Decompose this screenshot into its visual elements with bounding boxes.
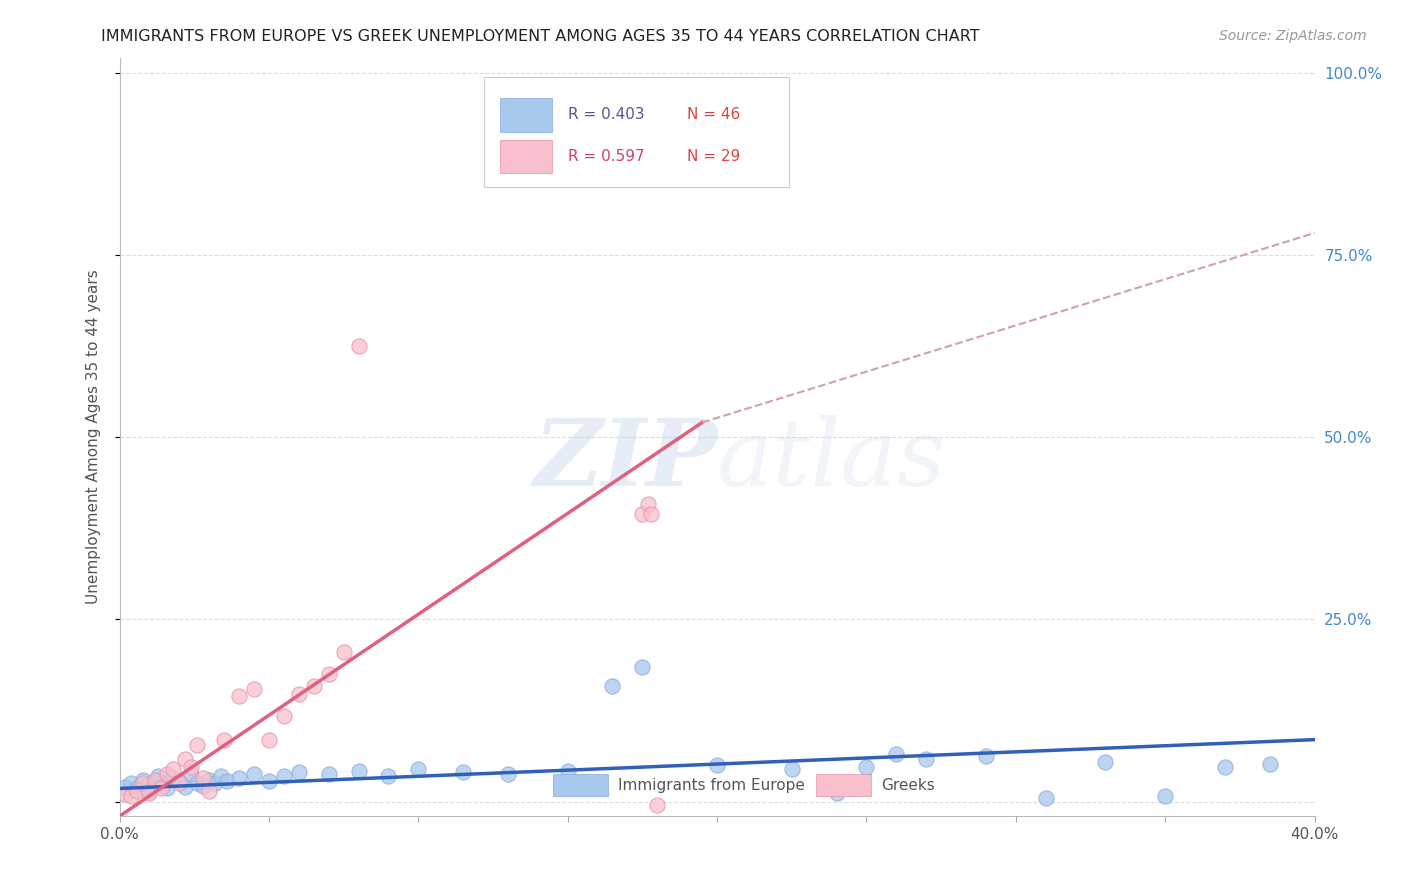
Point xyxy=(332,645,354,659)
Point xyxy=(273,708,295,723)
Point xyxy=(273,769,295,783)
Point xyxy=(1258,756,1281,771)
FancyBboxPatch shape xyxy=(499,140,553,173)
Point xyxy=(186,738,208,752)
Point xyxy=(209,769,232,783)
Point xyxy=(132,776,155,790)
Point xyxy=(114,787,136,801)
Point xyxy=(1094,755,1116,769)
Point xyxy=(138,786,160,800)
Point xyxy=(640,507,662,521)
Point xyxy=(191,779,215,793)
Text: N = 46: N = 46 xyxy=(688,107,741,122)
Point xyxy=(162,771,184,786)
Point xyxy=(557,764,579,778)
Point xyxy=(114,780,136,794)
Text: Immigrants from Europe: Immigrants from Europe xyxy=(617,778,804,793)
FancyBboxPatch shape xyxy=(484,77,789,186)
Point xyxy=(156,781,179,796)
Point xyxy=(121,776,143,790)
Text: R = 0.597: R = 0.597 xyxy=(568,149,644,164)
Point xyxy=(637,497,659,511)
Point xyxy=(204,776,226,790)
Point xyxy=(145,772,166,787)
Point xyxy=(855,759,877,773)
Point xyxy=(347,764,370,778)
Point xyxy=(1154,789,1177,803)
Point xyxy=(138,783,160,797)
Point xyxy=(886,747,908,762)
Point xyxy=(217,774,239,789)
Point xyxy=(127,783,149,797)
Y-axis label: Unemployment Among Ages 35 to 44 years: Unemployment Among Ages 35 to 44 years xyxy=(86,269,101,605)
Point xyxy=(408,762,430,776)
Point xyxy=(148,769,170,783)
Point xyxy=(257,732,280,747)
Text: R = 0.403: R = 0.403 xyxy=(568,107,644,122)
Point xyxy=(288,765,311,780)
FancyBboxPatch shape xyxy=(817,774,872,797)
Point xyxy=(647,798,669,813)
Point xyxy=(212,732,235,747)
Point xyxy=(174,780,197,794)
Point xyxy=(318,767,340,781)
Point xyxy=(288,687,311,701)
Point xyxy=(228,771,250,786)
Point xyxy=(198,772,221,787)
Point xyxy=(150,781,173,796)
Point xyxy=(186,776,208,790)
Point xyxy=(377,769,399,783)
Point xyxy=(169,776,191,790)
Point xyxy=(318,667,340,681)
Point xyxy=(915,752,938,766)
Point xyxy=(169,774,191,789)
Point xyxy=(706,758,728,772)
Point xyxy=(974,749,997,764)
Point xyxy=(243,681,266,696)
FancyBboxPatch shape xyxy=(499,98,553,131)
Point xyxy=(243,767,266,781)
Point xyxy=(153,776,176,790)
Point xyxy=(198,783,221,797)
Point xyxy=(156,767,179,781)
Point xyxy=(180,767,202,781)
Point xyxy=(132,772,155,787)
Point xyxy=(825,786,848,800)
Text: N = 29: N = 29 xyxy=(688,149,741,164)
Point xyxy=(257,774,280,789)
Point xyxy=(180,759,202,773)
Text: IMMIGRANTS FROM EUROPE VS GREEK UNEMPLOYMENT AMONG AGES 35 TO 44 YEARS CORRELATI: IMMIGRANTS FROM EUROPE VS GREEK UNEMPLOY… xyxy=(101,29,980,44)
Point xyxy=(127,781,149,796)
Point xyxy=(145,774,166,789)
Point xyxy=(1035,791,1057,805)
Point xyxy=(191,771,215,786)
Point xyxy=(302,680,325,694)
Point xyxy=(347,339,370,353)
Point xyxy=(631,659,654,673)
Text: Source: ZipAtlas.com: Source: ZipAtlas.com xyxy=(1219,29,1367,43)
Text: ZIP: ZIP xyxy=(533,415,717,505)
Point xyxy=(135,779,157,793)
Text: Greeks: Greeks xyxy=(880,778,935,793)
Point xyxy=(451,765,474,780)
Point xyxy=(174,752,197,766)
Point xyxy=(162,762,184,776)
Point xyxy=(496,767,519,781)
Point xyxy=(121,789,143,803)
Point xyxy=(228,689,250,703)
FancyBboxPatch shape xyxy=(554,774,609,797)
Point xyxy=(631,507,654,521)
Point xyxy=(780,762,803,776)
Point xyxy=(1213,759,1236,773)
Point xyxy=(602,680,624,694)
Text: atlas: atlas xyxy=(717,415,946,505)
